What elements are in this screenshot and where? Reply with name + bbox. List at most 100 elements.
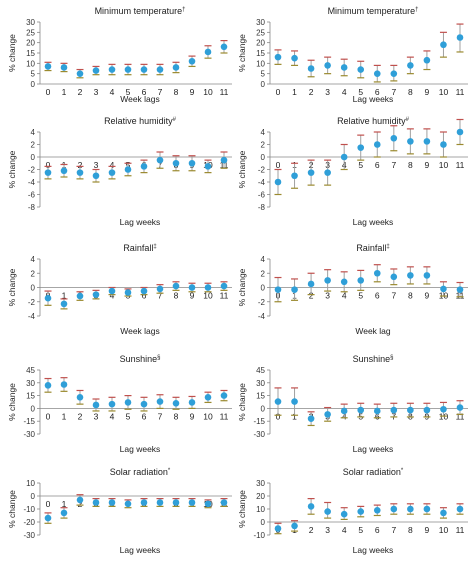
y-tick-label: 10 bbox=[26, 59, 35, 68]
data-point bbox=[76, 394, 84, 401]
data-point bbox=[291, 522, 298, 530]
data-point bbox=[357, 277, 365, 284]
data-point bbox=[220, 43, 228, 51]
x-tick-label: 1 bbox=[292, 411, 297, 421]
y-tick-label: 5 bbox=[261, 70, 266, 79]
chart-title-mark: # bbox=[173, 117, 177, 123]
y-tick-label: -2 bbox=[258, 166, 266, 175]
data-point bbox=[92, 401, 100, 409]
data-point bbox=[373, 507, 381, 514]
data-point bbox=[456, 128, 464, 136]
y-tick-label: 30 bbox=[26, 18, 35, 27]
x-tick-label: 5 bbox=[358, 291, 363, 301]
y-tick-label: 2 bbox=[31, 269, 36, 278]
data-point bbox=[390, 70, 398, 77]
x-tick-label: 7 bbox=[158, 411, 163, 421]
y-tick-label: -4 bbox=[258, 178, 266, 187]
data-point bbox=[407, 272, 414, 279]
x-axis-label: Lag weeks bbox=[353, 444, 394, 454]
data-point bbox=[92, 67, 100, 74]
data-point bbox=[274, 398, 282, 405]
x-tick-label: 4 bbox=[342, 87, 347, 97]
x-tick-label: 2 bbox=[78, 87, 83, 97]
data-point bbox=[44, 63, 52, 70]
x-tick-label: 10 bbox=[439, 160, 449, 170]
data-point bbox=[140, 499, 148, 506]
y-tick-label: 0 bbox=[31, 404, 36, 413]
y-tick-label: -15 bbox=[23, 417, 35, 426]
x-tick-label: 2 bbox=[309, 87, 314, 97]
chart-title-mark: ‡ bbox=[386, 244, 389, 250]
x-tick-label: 5 bbox=[126, 87, 131, 97]
data-point bbox=[204, 500, 212, 508]
x-tick-label: 11 bbox=[456, 87, 465, 97]
data-point bbox=[108, 66, 116, 73]
x-tick-label: 3 bbox=[94, 87, 99, 97]
y-tick-label: 45 bbox=[256, 366, 265, 375]
data-point bbox=[172, 282, 180, 290]
x-axis-label: Lag weeks bbox=[353, 545, 394, 555]
data-point bbox=[204, 284, 212, 291]
x-axis-label: Lag weeks bbox=[120, 444, 161, 454]
data-point bbox=[324, 62, 331, 69]
data-point bbox=[76, 70, 84, 77]
chart-title: Rainfall‡ bbox=[123, 243, 156, 253]
y-tick-label: 0 bbox=[31, 492, 36, 501]
data-point bbox=[188, 499, 196, 506]
x-tick-label: 0 bbox=[46, 87, 51, 97]
chart-title: Solar radiation* bbox=[110, 467, 171, 477]
y-tick-label: 15 bbox=[256, 392, 265, 401]
chart-title: Solar radiation* bbox=[343, 467, 404, 477]
x-axis-label: Lag weeks bbox=[353, 217, 394, 227]
chart-title: Relative humidity# bbox=[337, 116, 410, 126]
data-point bbox=[456, 404, 464, 411]
data-point bbox=[440, 509, 447, 517]
data-point bbox=[390, 505, 398, 513]
y-tick-label: -6 bbox=[258, 191, 266, 200]
x-tick-label: 0 bbox=[46, 411, 51, 421]
data-point bbox=[156, 398, 164, 405]
x-tick-label: 9 bbox=[190, 411, 195, 421]
y-tick-label: -15 bbox=[253, 417, 265, 426]
data-point bbox=[188, 57, 196, 65]
data-point bbox=[124, 166, 132, 173]
y-tick-label: 0 bbox=[261, 80, 266, 89]
data-point bbox=[324, 277, 331, 284]
y-tick-label: 5 bbox=[31, 70, 36, 79]
y-axis-label: % change bbox=[237, 268, 247, 306]
data-point bbox=[373, 269, 381, 277]
y-tick-label: -10 bbox=[23, 505, 35, 514]
chart-title-mark: § bbox=[390, 355, 393, 361]
data-point bbox=[124, 289, 132, 296]
y-axis-label: % change bbox=[7, 383, 17, 421]
data-point bbox=[92, 172, 100, 180]
data-point bbox=[357, 406, 365, 414]
y-tick-label: 4 bbox=[261, 255, 266, 264]
chart-title: Rainfall‡ bbox=[356, 243, 389, 253]
x-tick-label: 8 bbox=[408, 525, 413, 535]
x-tick-label: 6 bbox=[375, 525, 380, 535]
data-point bbox=[140, 163, 148, 170]
chart-title: Minimum temperature† bbox=[95, 6, 186, 16]
x-tick-label: 0 bbox=[276, 87, 281, 97]
y-axis-label: % change bbox=[7, 150, 17, 188]
data-point bbox=[274, 178, 282, 186]
y-axis-label: % change bbox=[7, 268, 17, 306]
data-point bbox=[340, 153, 348, 161]
data-point bbox=[124, 66, 132, 73]
y-tick-label: -2 bbox=[258, 298, 266, 307]
data-point bbox=[108, 287, 116, 295]
data-point bbox=[307, 415, 315, 422]
x-axis-label: Week lags bbox=[120, 326, 160, 336]
data-point bbox=[274, 525, 282, 532]
y-tick-label: -8 bbox=[28, 203, 36, 212]
x-tick-label: 9 bbox=[190, 291, 195, 301]
y-tick-label: -4 bbox=[28, 312, 36, 321]
data-point bbox=[390, 273, 398, 281]
y-tick-label: 30 bbox=[256, 18, 265, 27]
y-tick-label: -2 bbox=[28, 298, 36, 307]
x-tick-label: 2 bbox=[309, 525, 314, 535]
